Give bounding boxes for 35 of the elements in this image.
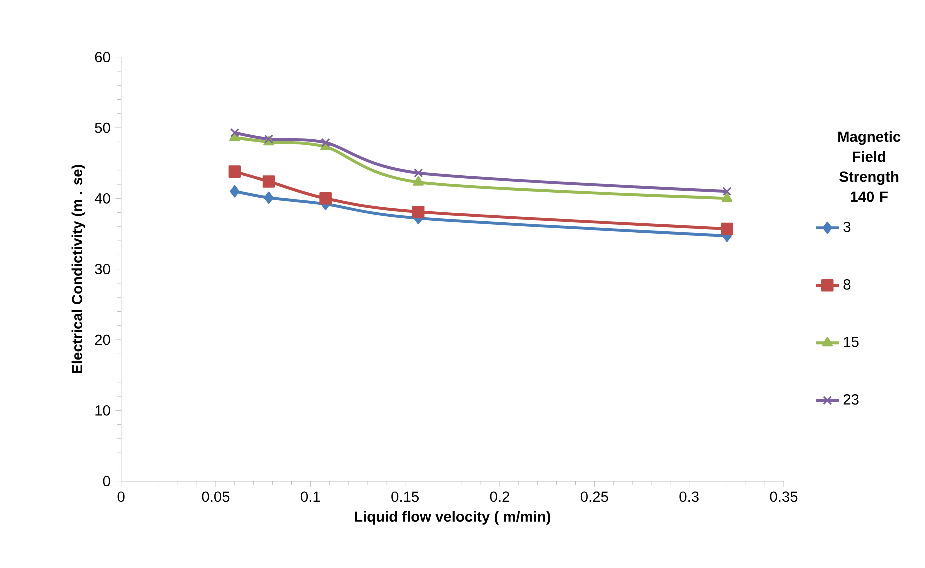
y-axis-title: Electrical Condictivity (m . se) — [72, 165, 86, 374]
legend-label: 23 — [844, 394, 859, 405]
legend-label: 15 — [844, 337, 859, 348]
point — [722, 192, 733, 202]
point — [228, 166, 242, 178]
x-tick-label: 0.3 — [680, 492, 699, 502]
point — [230, 128, 240, 138]
y-tick-label: 40 — [94, 193, 110, 204]
y-tick-label: 60 — [95, 52, 110, 63]
point — [320, 192, 332, 205]
point — [414, 168, 424, 178]
point — [722, 187, 732, 196]
legend-title: Magnetic Field Strength 140 F — [838, 131, 901, 202]
point — [230, 185, 240, 198]
point — [262, 176, 276, 188]
point — [321, 138, 330, 148]
y-tick-label: 30 — [95, 264, 110, 275]
x-tick-label: 0 — [118, 492, 125, 502]
x-tick-label: 0.15 — [392, 492, 419, 502]
x-tick-label: 0.1 — [301, 492, 320, 502]
x-tick-label: 0.05 — [202, 492, 230, 502]
y-tick-label: 10 — [96, 405, 110, 416]
legend-label: 3 — [844, 222, 851, 232]
y-tick-label: 50 — [95, 122, 110, 134]
y-tick-label: 20 — [95, 334, 110, 346]
x-axis-title: Liquid flow velocity ( m/min) — [355, 511, 551, 525]
x-tick-label: 0.35 — [770, 492, 798, 502]
point — [721, 222, 734, 236]
y-tick-label: 0 — [103, 476, 110, 487]
x-tick-label: 0.25 — [580, 492, 608, 502]
x-tick-label: 0.2 — [490, 492, 510, 502]
point — [412, 206, 425, 218]
legend-label: 8 — [844, 280, 851, 290]
point — [413, 176, 424, 186]
point — [264, 192, 274, 204]
